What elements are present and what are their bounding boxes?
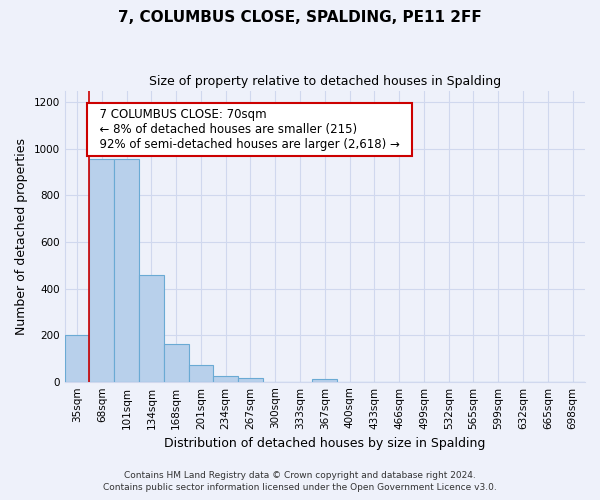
Text: Contains HM Land Registry data © Crown copyright and database right 2024.
Contai: Contains HM Land Registry data © Crown c…: [103, 471, 497, 492]
Bar: [65, 335, 89, 382]
Bar: [238, 378, 263, 382]
Title: Size of property relative to detached houses in Spalding: Size of property relative to detached ho…: [149, 75, 501, 88]
Bar: [188, 366, 214, 382]
Bar: [164, 344, 188, 382]
Text: 7, COLUMBUS CLOSE, SPALDING, PE11 2FF: 7, COLUMBUS CLOSE, SPALDING, PE11 2FF: [118, 10, 482, 25]
Bar: [89, 160, 114, 382]
Bar: [214, 376, 238, 382]
Bar: [139, 274, 164, 382]
X-axis label: Distribution of detached houses by size in Spalding: Distribution of detached houses by size …: [164, 437, 485, 450]
Text: 7 COLUMBUS CLOSE: 70sqm  
  ← 8% of detached houses are smaller (215)  
  92% of: 7 COLUMBUS CLOSE: 70sqm ← 8% of detached…: [92, 108, 407, 151]
Bar: [114, 160, 139, 382]
Y-axis label: Number of detached properties: Number of detached properties: [15, 138, 28, 334]
Bar: [313, 379, 337, 382]
